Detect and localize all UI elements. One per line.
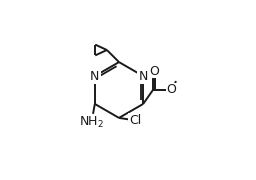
Text: O: O (149, 65, 159, 78)
Text: O: O (167, 84, 176, 96)
Text: N: N (90, 69, 100, 83)
Text: N: N (138, 69, 148, 83)
Text: Cl: Cl (129, 114, 141, 127)
Text: NH$_2$: NH$_2$ (79, 114, 104, 129)
